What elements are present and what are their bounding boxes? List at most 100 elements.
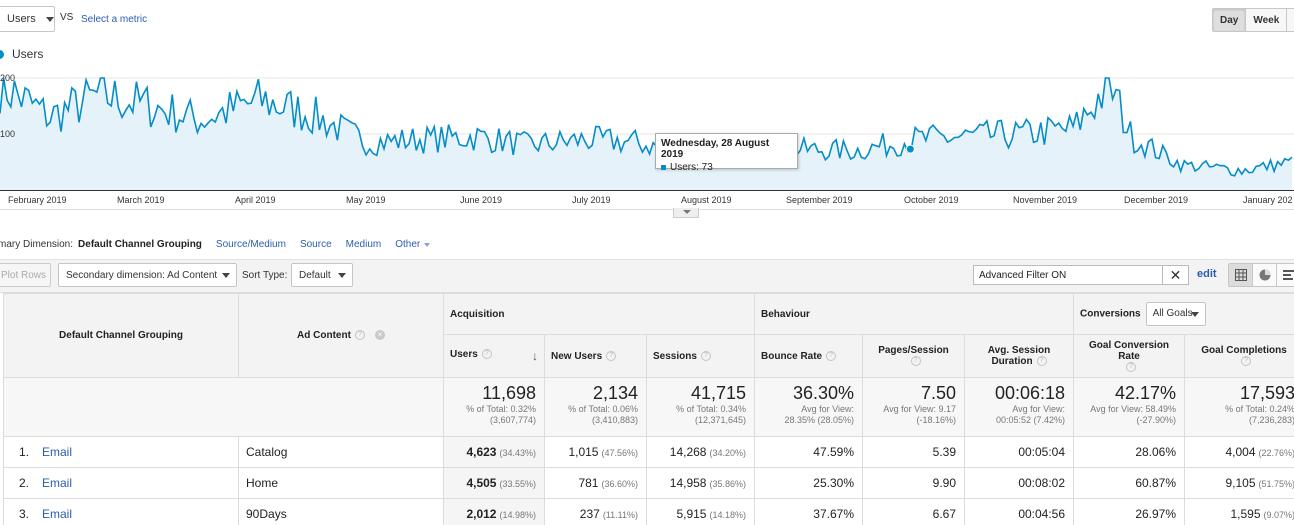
col-header-new-users[interactable]: New Users? xyxy=(544,334,647,378)
x-tick-label: March 2019 xyxy=(117,195,165,205)
chevron-down-icon xyxy=(1190,312,1199,317)
goal-comp-pct: (9.07%) xyxy=(1263,510,1294,520)
ad-content-cell: Home xyxy=(238,467,444,499)
total-goal-comp-value: 17,593 xyxy=(1239,383,1294,403)
duration-cell: 00:08:02 xyxy=(963,467,1075,499)
hover-point xyxy=(905,144,915,154)
sort-down-icon: ↓ xyxy=(532,349,538,363)
col-header-sessions[interactable]: Sessions? xyxy=(646,334,755,378)
sessions-value: 14,268 xyxy=(669,445,707,459)
view-toggle xyxy=(1228,263,1294,287)
channel-link[interactable]: Email xyxy=(42,476,73,490)
x-tick-label: April 2019 xyxy=(235,195,276,205)
help-icon[interactable]: ? xyxy=(1241,356,1252,367)
goal-comp-value: 1,595 xyxy=(1230,507,1261,521)
day-button[interactable]: Day xyxy=(1213,9,1247,31)
goal-comp-pct: (51.75%) xyxy=(1258,479,1294,489)
col-header-goal-completions[interactable]: Goal Completions? xyxy=(1184,334,1294,378)
table-row: 1. Email Catalog 4,623 (34.43%) 1,015 (47.56%)… xyxy=(3,436,1294,468)
col-header-ad-content[interactable]: Ad Content? × xyxy=(238,293,444,378)
month-button[interactable]: M xyxy=(1287,9,1294,31)
total-new-users: 2,134% of Total: 0.06% (3,410,883) xyxy=(544,377,647,437)
chart-tooltip: Wednesday, 28 August 2019 Users: 73 xyxy=(655,133,798,173)
goal-conv-cell: 28.06% xyxy=(1073,436,1186,468)
new-users-value: 1,015 xyxy=(568,445,599,459)
new-users-pct: (47.56%) xyxy=(601,448,638,458)
dimension-link-source[interactable]: Source xyxy=(299,239,332,250)
col-users-label: Users xyxy=(450,349,478,360)
help-icon[interactable]: ? xyxy=(1126,361,1137,372)
tooltip-series-icon xyxy=(661,165,666,170)
legend-dot-icon xyxy=(0,49,4,59)
channel-cell: 3. Email xyxy=(3,498,239,525)
goal-comp-cell: 4,004 (22.76%) xyxy=(1184,436,1294,468)
report-table: Default Channel Grouping Ad Content? × Ac… xyxy=(3,293,1294,525)
total-goal-conv: 42.17% Avg for View: 58.49% (-27.90%) xyxy=(1073,377,1186,437)
pages-cell: 6.67 xyxy=(862,498,965,525)
users-cell: 4,505 (33.55%) xyxy=(443,467,545,499)
duration-cell: 00:04:56 xyxy=(963,498,1075,525)
col-header-avg-duration[interactable]: Avg. Session Duration? xyxy=(963,334,1075,378)
collapse-chart-handle[interactable] xyxy=(673,208,699,218)
x-tick-label: September 2019 xyxy=(786,195,853,205)
x-tick-label: February 2019 xyxy=(8,195,67,205)
pie-chart-icon xyxy=(1259,269,1270,281)
help-icon[interactable]: ? xyxy=(910,356,921,367)
dimension-link-source-medium[interactable]: Source/Medium xyxy=(215,239,286,250)
users-line-chart[interactable]: 200 100 xyxy=(0,60,1294,210)
col-header-channel[interactable]: Default Channel Grouping xyxy=(3,293,239,378)
metric-select[interactable]: Users xyxy=(0,6,55,32)
help-icon[interactable]: ? xyxy=(1036,356,1047,367)
select-metric-link[interactable]: Select a metric xyxy=(81,14,148,25)
col-header-pages-session[interactable]: Pages/Session? xyxy=(862,334,965,378)
total-goal-conv-l2: (-27.90%) xyxy=(1136,415,1177,425)
col-bounce-label: Bounce Rate xyxy=(761,350,823,362)
group-behaviour: Behaviour xyxy=(753,293,1075,335)
pie-view-button[interactable] xyxy=(1253,264,1277,286)
col-goal-comp-label: Goal Completions xyxy=(1201,345,1287,356)
goal-comp-value: 9,105 xyxy=(1225,476,1256,490)
x-tick-label: July 2019 xyxy=(572,195,611,205)
help-icon[interactable]: ? xyxy=(826,350,837,361)
sort-type-select[interactable]: Default xyxy=(291,263,353,287)
col-header-goal-conversion[interactable]: Goal Conversion Rate? xyxy=(1073,334,1186,378)
secondary-dimension-select[interactable]: Secondary dimension: Ad Content xyxy=(58,263,237,287)
plot-rows-button[interactable]: Plot Rows xyxy=(0,263,51,287)
total-goal-comp-l2: (7,236,283) xyxy=(1249,415,1294,425)
filter-input[interactable] xyxy=(973,265,1163,285)
table-row: 2. Email Home 4,505 (33.55%) 781 (36.60%) 14,95… xyxy=(3,467,1294,499)
channel-link[interactable]: Email xyxy=(42,507,73,521)
dimension-other-dropdown[interactable]: Other xyxy=(395,239,431,250)
help-icon[interactable]: ? xyxy=(606,350,617,361)
total-goal-comp: 17,593% of Total: 0.24% (7,236,283) xyxy=(1184,377,1294,437)
channel-link[interactable]: Email xyxy=(42,445,73,459)
help-icon[interactable]: ? xyxy=(354,330,365,341)
help-icon[interactable]: ? xyxy=(481,349,492,360)
col-new-users-label: New Users xyxy=(551,350,603,362)
col-header-users[interactable]: Users? ↓ xyxy=(443,334,545,378)
table-view-button[interactable] xyxy=(1229,264,1253,286)
users-pct: (14.98%) xyxy=(499,510,536,520)
col-ad-label: Ad Content xyxy=(297,330,351,341)
total-goal-conv-l1: Avg for View: 58.49% xyxy=(1090,404,1177,414)
sort-type-label: Sort Type: xyxy=(242,270,288,281)
col-header-bounce-rate[interactable]: Bounce Rate? xyxy=(754,334,863,378)
help-icon[interactable]: ? xyxy=(700,350,711,361)
chart-legend: Users xyxy=(0,47,43,61)
total-goal-comp-l1: % of Total: 0.24% xyxy=(1225,404,1294,414)
users-value: 4,505 xyxy=(466,476,497,490)
bar-view-button[interactable] xyxy=(1277,264,1294,286)
sessions-cell: 14,958 (35.86%) xyxy=(646,467,755,499)
clear-filter-button[interactable]: ✕ xyxy=(1163,265,1189,285)
row-index: 3. xyxy=(19,507,30,521)
period-toggle: Day Week M xyxy=(1212,8,1294,32)
goals-select[interactable]: All Goals xyxy=(1145,302,1206,326)
week-button[interactable]: Week xyxy=(1246,9,1288,31)
chevron-down-icon xyxy=(45,16,54,22)
users-area xyxy=(0,78,1292,190)
edit-filter-link[interactable]: edit xyxy=(1197,268,1217,280)
dimension-link-medium[interactable]: Medium xyxy=(345,239,382,250)
y-tick-label: 200 xyxy=(0,73,15,83)
remove-dimension-icon[interactable]: × xyxy=(374,330,385,341)
col-pages-label: Pages/Session xyxy=(878,345,949,356)
